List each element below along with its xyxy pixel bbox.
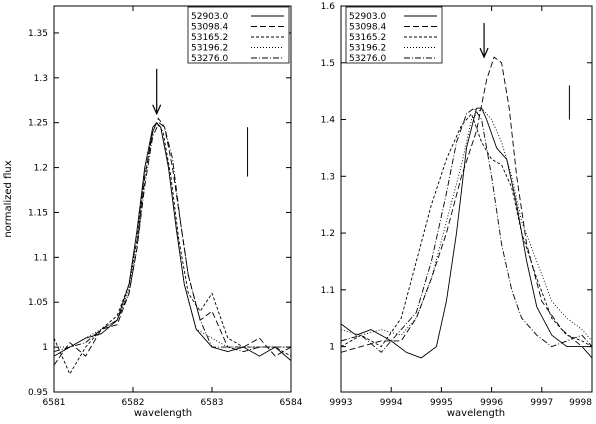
- y-tick-label: 1.3: [321, 172, 335, 182]
- y-tick-label: 1: [42, 343, 48, 353]
- legend-label: 53165.2: [349, 33, 386, 43]
- series-line-53165-2: [341, 113, 592, 348]
- series-group: [341, 56, 592, 359]
- x-axis-label-left: wavelength: [134, 408, 192, 419]
- x-tick-label: 6584: [280, 398, 303, 408]
- y-tick-label: 1.5: [321, 59, 335, 69]
- legend-label: 53098.4: [191, 23, 228, 33]
- legend-label: 53165.2: [191, 33, 228, 43]
- series-group: [54, 117, 291, 375]
- series-line-53098-4: [54, 117, 291, 366]
- legend-label: 52903.0: [349, 12, 386, 22]
- y-tick-label: 1.05: [28, 298, 48, 308]
- x-tick-label: 9997: [530, 398, 553, 408]
- legend-label: 53276.0: [349, 54, 386, 64]
- y-tick-label: 1: [329, 343, 335, 353]
- y-tick-label: 1.2: [34, 164, 48, 174]
- y-tick-label: 1.15: [28, 208, 48, 218]
- series-line-53276-0: [54, 122, 291, 353]
- y-tick-label: 1.3: [34, 74, 48, 84]
- legend-label: 53196.2: [191, 44, 228, 54]
- legend-label: 53196.2: [349, 44, 386, 54]
- series-line-53196-2: [341, 107, 592, 342]
- x-tick-label: 9994: [380, 398, 403, 408]
- arrow-head: [152, 104, 162, 116]
- plot-frame: [340, 5, 593, 393]
- x-tick-label: 6581: [43, 398, 66, 408]
- y-tick-label: 1.2: [321, 229, 335, 239]
- series-line-53165-2: [54, 122, 291, 375]
- arrow-head: [479, 47, 489, 59]
- series-line-52903-0: [341, 107, 592, 359]
- series-line-53276-0: [341, 107, 592, 353]
- y-tick-label: 1.1: [321, 286, 335, 296]
- y-tick-label: 1.6: [321, 2, 336, 12]
- series-line-52903-0: [54, 122, 291, 361]
- y-tick-label: 1.25: [28, 119, 48, 129]
- series-line-53098-4: [341, 56, 592, 353]
- x-tick-label: 9993: [330, 398, 353, 408]
- series-line-53196-2: [54, 122, 291, 348]
- x-tick-label: 9998: [569, 398, 592, 408]
- legend-label: 52903.0: [191, 12, 228, 22]
- right-panel: 9993 9994 9995 9996 9997 9998 1 1.1 1.2 1.3 1.4 1.5…: [321, 2, 593, 408]
- legend-label: 53098.4: [349, 23, 386, 33]
- y-tick-label: 1.4: [321, 116, 336, 126]
- x-tick-label: 9996: [480, 398, 503, 408]
- y-tick-label: 0.95: [28, 388, 48, 398]
- y-axis-label-left: normalized flux: [3, 160, 14, 237]
- plot-frame: [53, 5, 292, 393]
- y-tick-label: 1.1: [34, 253, 48, 263]
- left-panel: 6581 6582 6583 6584 0.95 1 1.05 1.1 1.15 1.2 1.25 1…: [28, 5, 303, 408]
- x-tick-label: 6582: [122, 398, 145, 408]
- x-tick-label: 9995: [430, 398, 453, 408]
- x-tick-label: 6583: [201, 398, 224, 408]
- y-tick-label: 1.35: [28, 29, 48, 39]
- x-axis-label-right: wavelength: [447, 408, 505, 419]
- legend-label: 53276.0: [191, 54, 228, 64]
